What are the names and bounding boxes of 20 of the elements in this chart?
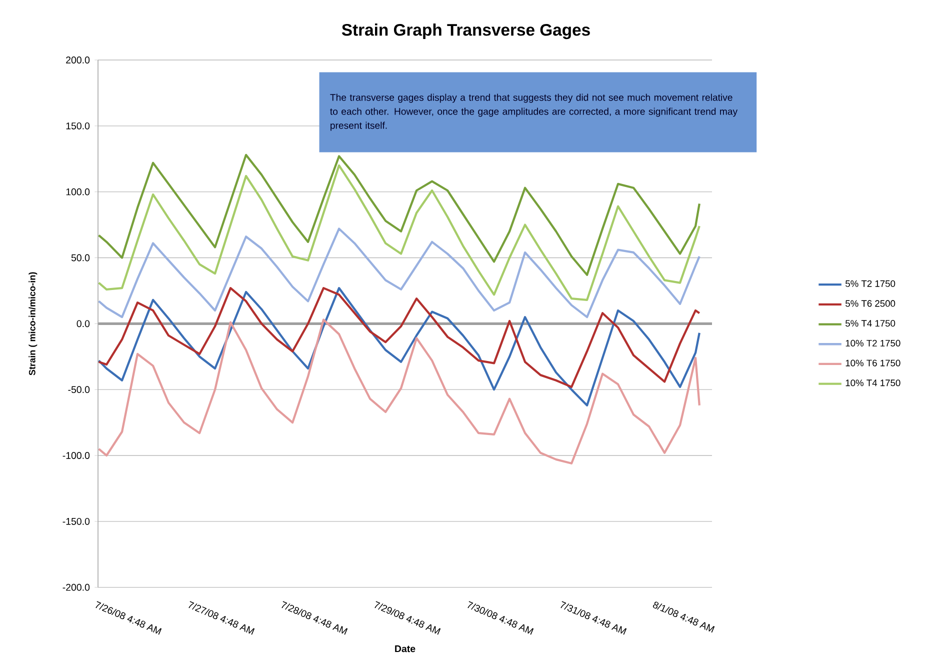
y-tick-label: -50.0 [68,386,90,394]
y-tick-label: -150.0 [62,518,90,525]
y-tick-label: 100.0 [66,188,90,196]
y-tick-label: 50.0 [71,254,90,262]
y-tick-label: -200.0 [62,584,90,591]
x-axis-title: Date [395,645,416,652]
chart-title: Strain Graph Transverse Gages [342,24,590,40]
legend-label: 10% T6 1750 [846,360,900,366]
annotation: The transverse gages display a trend that suggests they did not see much movement relative to each other. However, once the gage amplitudes are corrected, a more significant trend may present itself. [330,94,738,131]
y-axis-title: Strain ( mico-in/mico-in) [28,272,38,376]
y-tick-label: 150.0 [66,122,90,130]
x-tick-label: 8/1/08 4:48 AM [652,602,715,633]
y-tick-label: 0.0 [76,320,90,328]
y-tick-label: -100.0 [62,452,90,459]
y-tick-label: 200.0 [66,56,90,64]
legend-label: 5% T4 1750 [846,320,896,327]
legend-label: 10% T2 1750 [846,340,900,346]
legend-label: 5% T2 1750 [846,280,896,287]
legend-label: 10% T4 1750 [846,380,900,386]
legend-label: 5% T6 2500 [846,300,896,307]
